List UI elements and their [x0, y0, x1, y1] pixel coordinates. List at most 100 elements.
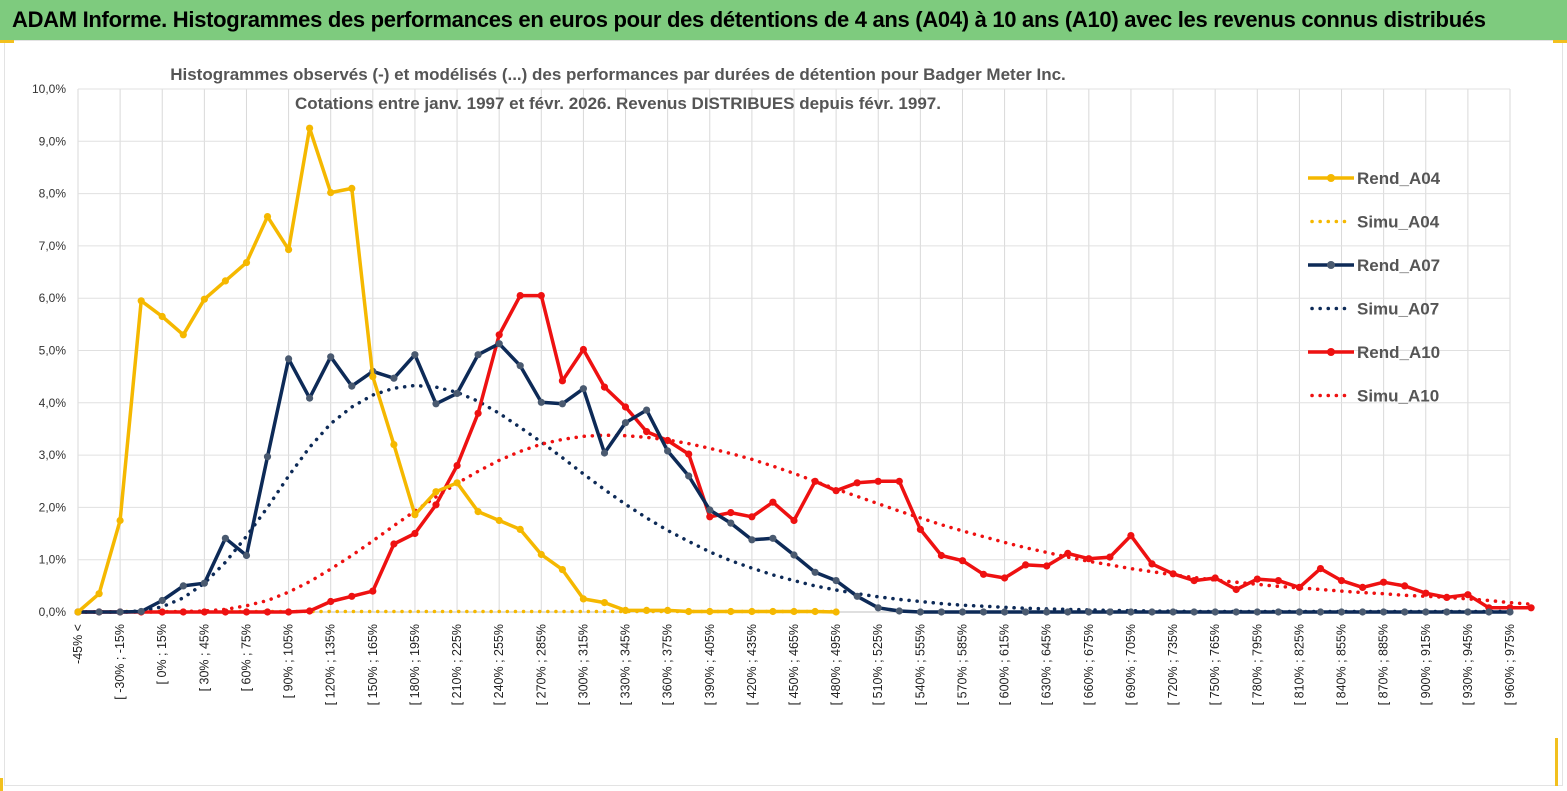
data-point — [453, 389, 461, 397]
data-point — [411, 351, 419, 359]
x-tick-label: [ 930% ; 945% — [1461, 624, 1475, 705]
data-point — [1190, 608, 1198, 616]
data-point — [537, 398, 545, 406]
x-tick-label: [ 90% ; 105% — [282, 624, 296, 698]
data-point — [116, 608, 124, 616]
data-point — [327, 353, 335, 361]
x-tick-label: [ 630% ; 645% — [1040, 624, 1054, 705]
data-point — [369, 587, 377, 595]
data-point — [1422, 608, 1430, 616]
page-title: ADAM Informe. Histogrammes des performan… — [12, 7, 1486, 32]
data-point — [874, 604, 882, 612]
data-point — [158, 608, 166, 616]
y-axis: 0,0% 1,0% 2,0% 3,0% 4,0% 5,0% 6,0% 7,0% 8,0% 9,0%… — [32, 82, 66, 619]
x-axis: -45% < [ -30% ; -15% [ 0% ; 15% [ 30% ; 45%… — [71, 611, 1517, 705]
legend-marker — [1327, 348, 1335, 356]
grid-lines — [77, 88, 1511, 613]
data-point — [1295, 608, 1303, 616]
data-point — [853, 592, 861, 600]
legend-label: Simu_A07 — [1357, 300, 1439, 319]
x-tick-label: [ 570% ; 585% — [955, 624, 969, 705]
series-Rend_A10 — [74, 292, 1535, 616]
data-point — [1380, 578, 1388, 586]
data-point — [1443, 608, 1451, 616]
data-point — [600, 599, 609, 607]
data-point — [1232, 608, 1240, 616]
data-point — [348, 592, 356, 600]
data-point — [453, 462, 461, 470]
legend-label: Simu_A04 — [1357, 213, 1440, 232]
x-tick-label: [ -30% ; -15% — [113, 624, 127, 700]
data-point — [1064, 549, 1072, 558]
data-point — [179, 582, 187, 590]
series-Rend_A04 — [74, 124, 840, 616]
x-tick-label: [ 480% ; 495% — [829, 624, 843, 705]
data-point — [1316, 565, 1325, 573]
x-tick-label: [ 660% ; 675% — [1082, 624, 1096, 705]
data-point — [1001, 608, 1009, 616]
legend-marker — [1327, 174, 1335, 182]
data-point — [495, 331, 503, 339]
series-layer — [74, 124, 1535, 616]
data-point — [537, 292, 545, 300]
y-tick-label: 0,0% — [39, 605, 67, 619]
data-point — [390, 540, 398, 548]
data-point — [685, 450, 693, 458]
data-point — [116, 516, 124, 525]
legend-item-Rend_A07: Rend_A07 — [1308, 256, 1440, 275]
data-point — [1022, 561, 1030, 569]
data-point — [895, 477, 903, 485]
data-point — [285, 355, 293, 363]
data-point — [937, 608, 946, 616]
data-point — [1085, 608, 1093, 616]
data-point — [685, 607, 693, 616]
data-point — [958, 557, 967, 565]
y-tick-label: 8,0% — [39, 187, 67, 201]
data-point — [1401, 608, 1409, 616]
data-point — [1337, 608, 1346, 616]
data-point — [179, 608, 187, 616]
data-point — [1359, 583, 1367, 592]
data-point — [621, 606, 630, 615]
data-point — [748, 536, 756, 544]
frame-corner-bottom-left — [0, 778, 3, 791]
data-point — [748, 513, 756, 521]
data-point — [432, 488, 440, 496]
data-point — [811, 477, 819, 485]
x-tick-label: [ 300% ; 315% — [576, 624, 590, 705]
data-point — [1043, 608, 1051, 616]
data-point — [306, 607, 314, 615]
data-point — [474, 409, 482, 417]
x-tick-label: -45% < — [71, 624, 85, 664]
data-point — [537, 550, 545, 559]
x-tick-label: [ 810% ; 825% — [1292, 624, 1306, 705]
legend-label: Rend_A07 — [1357, 256, 1440, 275]
data-point — [1085, 555, 1093, 563]
y-tick-label: 2,0% — [39, 500, 67, 514]
data-point — [1274, 608, 1282, 616]
data-point — [685, 472, 693, 480]
data-point — [558, 566, 567, 574]
y-tick-label: 1,0% — [39, 553, 67, 567]
legend-label: Rend_A10 — [1357, 343, 1440, 362]
data-point — [1211, 608, 1219, 616]
series-Rend_A07 — [74, 340, 1514, 616]
data-point — [621, 403, 630, 411]
data-point — [706, 506, 714, 514]
data-point — [1464, 591, 1472, 599]
legend-item-Simu_A04: Simu_A04 — [1310, 213, 1440, 232]
legend-item-Rend_A04: Rend_A04 — [1308, 169, 1441, 188]
data-point — [1001, 574, 1009, 582]
data-point — [158, 312, 166, 321]
data-point — [1506, 608, 1514, 616]
data-point — [579, 595, 588, 603]
x-tick-label: [ 750% ; 765% — [1208, 624, 1222, 705]
data-point — [495, 516, 503, 525]
x-tick-label: [ 510% ; 525% — [871, 624, 885, 705]
x-tick-label: [ 690% ; 705% — [1124, 624, 1138, 705]
data-point — [95, 590, 103, 598]
data-point — [664, 447, 672, 455]
data-point — [1043, 562, 1051, 570]
data-point — [1232, 585, 1240, 594]
